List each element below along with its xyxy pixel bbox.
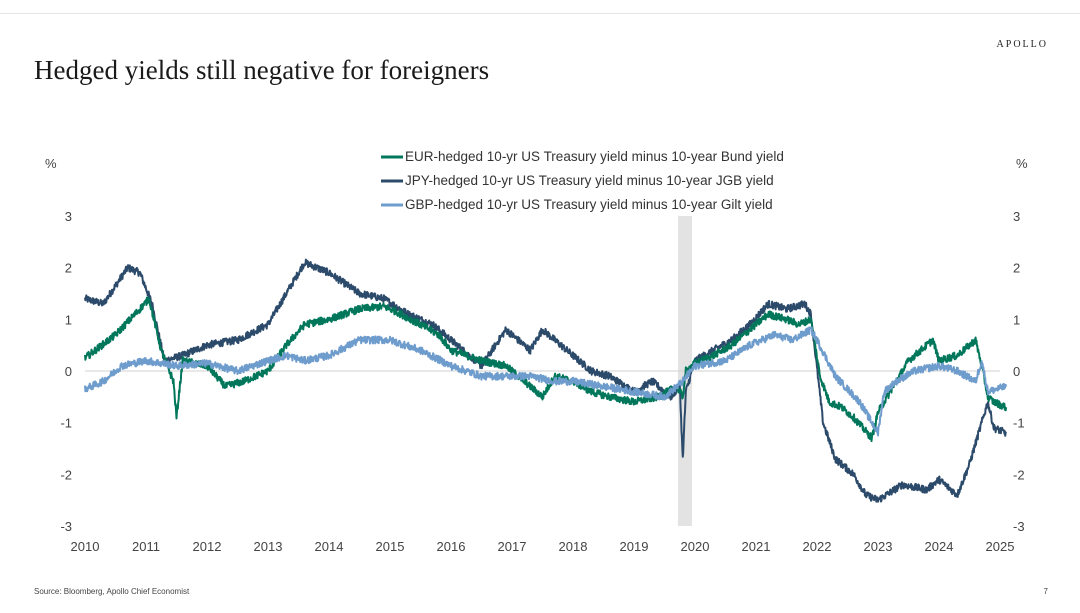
y-tick-right: 0 — [1013, 364, 1020, 379]
x-tick: 2022 — [803, 539, 832, 554]
x-tick: 2011 — [132, 539, 160, 554]
x-tick: 2021 — [742, 539, 771, 554]
brand-logo: APOLLO — [996, 39, 1048, 50]
source-note: Source: Bloomberg, Apollo Chief Economis… — [34, 587, 190, 596]
x-tick: 2015 — [376, 539, 405, 554]
y-tick-right: -3 — [1013, 519, 1025, 534]
legend-label-0: EUR-hedged 10-yr US Treasury yield minus… — [405, 149, 784, 164]
axis-layer: % % 3 3 2 2 1 1 0 0 -1 -1 -2 -2 -3 -3 2010 2011 2012 2013… — [45, 156, 1028, 554]
x-tick: 2024 — [925, 539, 954, 554]
legend-label-2: GBP-hedged 10-yr US Treasury yield minus… — [405, 197, 773, 212]
page-title: Hedged yields still negative for foreign… — [34, 55, 490, 85]
series-layer — [84, 258, 1008, 503]
legend: EUR-hedged 10-yr US Treasury yield minus… — [381, 149, 784, 212]
page-number: 7 — [1043, 587, 1048, 596]
series-line-1 — [84, 258, 1007, 503]
x-tick: 2018 — [559, 539, 588, 554]
series-line-2 — [84, 326, 1008, 437]
x-tick: 2010 — [71, 539, 100, 554]
y-axis-right-unit: % — [1016, 156, 1028, 171]
y-tick-left: -3 — [60, 519, 72, 534]
y-tick-left: -1 — [60, 416, 72, 431]
y-tick-right: 3 — [1013, 209, 1020, 224]
x-tick: 2016 — [437, 539, 466, 554]
y-tick-left: 1 — [65, 312, 72, 327]
x-tick: 2013 — [254, 539, 283, 554]
y-tick-left: 2 — [65, 261, 72, 276]
x-tick: 2017 — [498, 539, 527, 554]
x-tick: 2019 — [620, 539, 649, 554]
y-tick-left: 3 — [65, 209, 72, 224]
legend-label-1: JPY-hedged 10-yr US Treasury yield minus… — [405, 173, 774, 188]
x-tick: 2023 — [864, 539, 893, 554]
x-tick: 2012 — [193, 539, 222, 554]
x-tick: 2025 — [986, 539, 1015, 554]
x-tick: 2020 — [681, 539, 710, 554]
y-tick-right: 2 — [1013, 261, 1020, 276]
y-tick-left: 0 — [65, 364, 72, 379]
x-tick: 2014 — [315, 539, 344, 554]
y-tick-right: -1 — [1013, 416, 1025, 431]
y-tick-right: 1 — [1013, 312, 1020, 327]
top-divider — [0, 13, 1080, 14]
y-tick-left: -2 — [60, 467, 72, 482]
y-axis-left-unit: % — [45, 156, 57, 171]
y-tick-right: -2 — [1013, 467, 1025, 482]
series-line-0 — [84, 296, 1008, 443]
